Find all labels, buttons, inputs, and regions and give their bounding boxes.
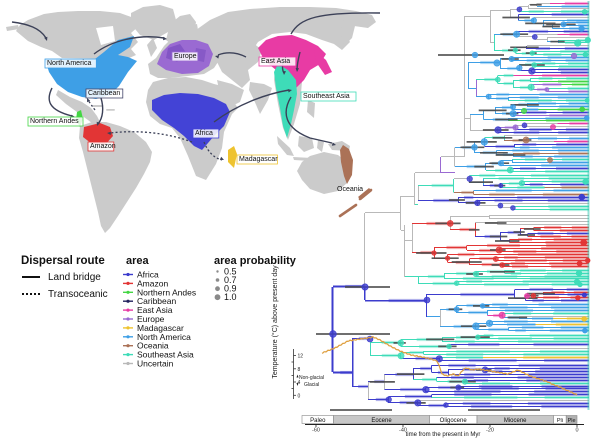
svg-text:Ple: Ple — [568, 418, 576, 424]
svg-text:Southeast Asia: Southeast Asia — [303, 93, 350, 100]
svg-text:Land bridge: Land bridge — [48, 272, 101, 283]
svg-text:Uncertain: Uncertain — [137, 359, 174, 369]
svg-text:1.0: 1.0 — [224, 292, 237, 302]
svg-text:Africa: Africa — [137, 270, 159, 280]
svg-text:Oligocene: Oligocene — [440, 418, 468, 424]
svg-text:Northern Andes: Northern Andes — [137, 287, 196, 297]
svg-text:Europe: Europe — [174, 53, 197, 60]
svg-text:Caribbean: Caribbean — [88, 90, 120, 97]
svg-text:Oceania: Oceania — [137, 341, 169, 351]
svg-text:Europe: Europe — [137, 314, 165, 324]
svg-text:Transoceanic: Transoceanic — [48, 289, 108, 300]
svg-text:12: 12 — [298, 354, 304, 360]
svg-text:0: 0 — [298, 393, 301, 399]
svg-text:Dispersal route: Dispersal route — [21, 255, 105, 267]
svg-text:0.9: 0.9 — [224, 284, 237, 294]
svg-text:-60: -60 — [312, 428, 320, 434]
svg-text:Madagascar: Madagascar — [137, 323, 184, 333]
svg-text:Amazon: Amazon — [137, 278, 168, 288]
svg-text:Northern Andes: Northern Andes — [30, 118, 79, 125]
svg-text:Miocene: Miocene — [504, 418, 527, 424]
svg-text:Eocene: Eocene — [371, 418, 392, 424]
svg-text:8: 8 — [298, 367, 301, 373]
svg-text:Paleo: Paleo — [310, 418, 326, 424]
svg-text:Southeast Asia: Southeast Asia — [137, 350, 194, 360]
svg-text:North America: North America — [47, 60, 91, 67]
svg-text:Madagascar: Madagascar — [239, 156, 278, 163]
svg-text:Oceania: Oceania — [337, 186, 363, 193]
svg-text:Non-glacial: Non-glacial — [299, 375, 324, 381]
svg-text:area probability: area probability — [214, 255, 297, 267]
svg-text:-20: -20 — [486, 428, 494, 434]
svg-text:0.5: 0.5 — [224, 267, 237, 277]
svg-text:Africa: Africa — [195, 130, 213, 137]
svg-text:time from the present in Myr: time from the present in Myr — [406, 432, 481, 438]
svg-text:Amazon: Amazon — [90, 143, 116, 150]
svg-text:area: area — [126, 255, 150, 267]
svg-text:4: 4 — [298, 380, 301, 386]
svg-text:East Asia: East Asia — [137, 305, 173, 315]
svg-text:-40: -40 — [399, 428, 407, 434]
svg-text:North America: North America — [137, 332, 191, 342]
svg-text:Temperature (°C) above present: Temperature (°C) above present day — [271, 265, 279, 379]
svg-text:East Asia: East Asia — [261, 58, 290, 65]
svg-text:Caribbean: Caribbean — [137, 296, 176, 306]
svg-text:0: 0 — [575, 428, 578, 434]
svg-text:0.7: 0.7 — [224, 275, 237, 285]
svg-text:Glacial: Glacial — [304, 382, 319, 388]
svg-text:Pli: Pli — [557, 418, 563, 424]
